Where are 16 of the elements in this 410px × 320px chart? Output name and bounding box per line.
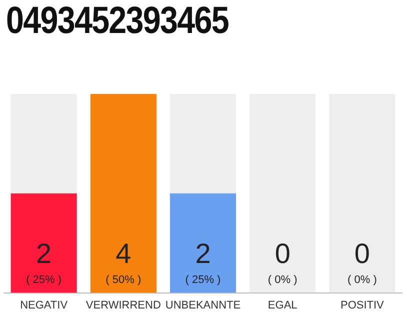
annotation: ( 0% ): [348, 274, 377, 286]
annotation: ( 25% ): [26, 274, 62, 286]
annotation: ( 0% ): [268, 274, 298, 286]
x-tick-label: EGAL: [268, 299, 298, 312]
x-tick-label: NEGATIV: [20, 299, 68, 312]
annotation: ( 25% ): [185, 274, 221, 286]
x-tick-label: VERWIRREND: [86, 299, 161, 312]
annotation: 2: [36, 238, 52, 269]
annotation: 2: [195, 238, 211, 269]
x-tick-label: POSITIV: [340, 299, 385, 312]
annotation: 4: [116, 238, 132, 269]
annotation: ( 50% ): [106, 274, 142, 286]
annotation: 0: [274, 238, 290, 269]
x-tick-label: UNBEKANNTE: [165, 299, 241, 312]
chart-title: 0493452393465: [6, 0, 228, 43]
annotation: 0: [354, 238, 370, 269]
